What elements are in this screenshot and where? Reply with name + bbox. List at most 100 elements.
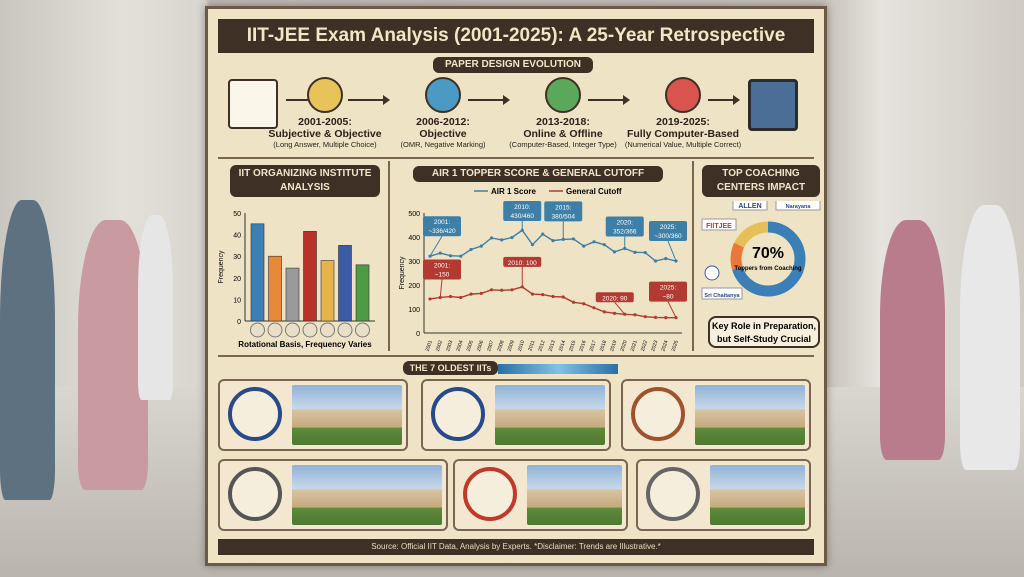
annotation-box [649,281,687,302]
data-point [459,254,463,258]
campus-photo [710,465,805,525]
y-tick-label: 50 [233,211,241,218]
bar [338,245,352,322]
iit-logo [631,387,685,441]
annotation-box [544,201,583,222]
iit-card [218,459,448,531]
stage-sub: (OMR, Negative Marking) [400,140,486,149]
annotation-text: ~80 [662,294,673,301]
stage-sub: (Long Answer, Multiple Choice) [273,140,377,149]
arrow-icon [588,95,630,105]
arrow-icon [708,95,740,105]
annotation-box [423,259,461,280]
data-point [582,244,586,248]
x-tick-label: 2016 [579,340,588,353]
data-point [561,295,565,299]
x-tick-label: 2014 [558,340,567,353]
stage-icon [665,77,701,113]
annotation-box [503,201,542,221]
decorative-banner [498,364,618,374]
x-tick-label: 2013 [548,340,557,353]
annotation-box [595,292,634,303]
data-point [479,244,483,248]
data-point [489,288,494,292]
institute-logo-icon [337,322,353,338]
institute-logo-icon [355,322,370,338]
student-figure [880,220,945,460]
stage-label: Online & Offline [523,128,603,140]
data-point [541,232,545,236]
annotation-pointer [614,301,626,315]
data-point [643,251,647,255]
annotation-text: ~336/420 [428,228,456,235]
paper-exam-icon [228,79,278,129]
annotation-text: 2025: [660,224,676,231]
y-tick-label: 100 [408,307,420,314]
coaching-logo-text: ALLEN [738,203,761,210]
coaching-logo-text: Sri Chaitanya [704,293,740,299]
annotation-text: 380/504 [552,213,576,220]
oldest-iits-heading: THE 7 OLDEST IITs [403,361,498,375]
iit-card [421,379,611,451]
data-point [500,238,504,242]
annotation-text: 2025: [660,285,676,292]
bar-chart-title: IIT ORGANIZING INSTITUTE ANALYSIS [230,165,380,197]
y-tick-label: 300 [408,259,420,266]
data-point [592,240,596,244]
annotation-text: 2001: [434,219,450,226]
annotation-pointer [667,240,677,262]
institute-logo-icon [250,322,265,338]
bar [250,223,265,322]
iit-logo [646,467,700,521]
y-tick-label: 20 [233,276,241,283]
coaching-logo [701,218,737,231]
coaching-note: Key Role in Preparation, but Self-Study … [708,316,820,348]
bar [285,267,300,322]
stage-label: Fully Computer-Based [626,128,739,140]
x-tick-label: 2007 [486,340,495,353]
coaching-logo [775,201,821,211]
data-point [633,313,637,317]
annotation-pointer [667,301,677,318]
stage-label: Subjective & Objective [268,128,382,140]
annotation-text: 2001: [434,262,450,269]
design-stage: 2006-2012: Objective (OMR, Negative Mark… [383,77,503,149]
annotation-pointer [439,279,443,298]
x-tick-label: 2001 [425,340,434,353]
annotation-text: 352/366 [613,229,637,236]
annotation-text: 2020: 90 [602,295,628,302]
iit-logo [431,387,485,441]
stage-years: 2001-2005: [298,116,352,128]
design-stage: 2013-2018: Online & Offline (Computer-Ba… [503,77,623,149]
institute-logo-icon [285,322,300,338]
x-tick-label: 2019 [609,340,618,353]
topper-cutoff-line-chart: 0 100 200 300 400 500 2001 2002 2003 2004 2005 2006… [399,187,687,353]
data-point [510,288,514,292]
stage-icon [425,77,461,113]
y-tick-label: 30 [233,254,241,261]
coaching-donut-chart: 70% Toppers from Coaching ALLEN FIITJEE Nara… [701,201,821,300]
campus-photo [695,385,805,445]
data-point [469,292,473,296]
y-tick-label: 400 [408,235,420,242]
x-tick-label: 2022 [640,340,649,353]
student-figure [138,215,173,400]
x-tick-label: 2020 [620,340,629,353]
stage-label: Objective [419,128,467,140]
x-tick-label: 2015 [568,340,577,353]
iit-card [621,379,811,451]
divider [218,157,814,159]
arrow-icon [348,95,390,105]
data-point [602,243,606,247]
coaching-logo [701,287,743,300]
y-tick-label: 40 [233,233,241,240]
annotation-text: 2020: [617,220,633,227]
data-point [643,315,647,319]
annotation-pointer [429,235,443,257]
x-tick-label: 2012 [538,340,547,353]
data-point [428,297,432,301]
x-tick-label: 2004 [456,340,465,353]
divider [388,161,390,351]
data-point [438,251,442,255]
divider [692,161,694,351]
